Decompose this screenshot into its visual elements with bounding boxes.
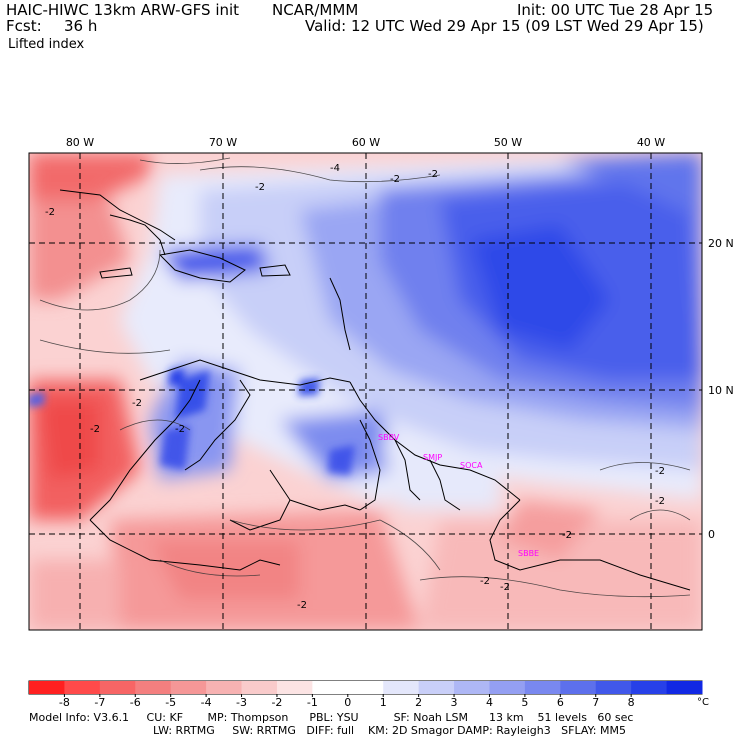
colorbar-cell (241, 681, 278, 694)
colorbar-tick-label: 2 (415, 696, 422, 709)
contour-label: -2 (428, 169, 438, 180)
field-name: Lifted index (8, 37, 85, 52)
lon-label-50w: 50 W (494, 136, 522, 149)
colorbar-tick-label: 8 (628, 696, 635, 709)
colorbar-tick-label: -5 (165, 696, 176, 709)
colorbar-labels: -8 -7 -6 -5 -4 -3 -2 -1 0 1 2 3 4 5 6 7 8 (59, 694, 635, 709)
contour-label: -2 (255, 182, 265, 193)
grid-lines (29, 153, 702, 630)
colorbar-cell (170, 681, 207, 694)
map-title: HAIC-HIWC 13km ARW-GFS init (6, 1, 240, 19)
lon-label-80w: 80 W (66, 136, 94, 149)
station-label: SBBE (518, 549, 539, 558)
colorbar-cell (64, 681, 101, 694)
colorbar-cell (631, 681, 668, 694)
colorbar-cell (99, 681, 136, 694)
colorbar-cell (560, 681, 597, 694)
lon-label-40w: 40 W (637, 136, 665, 149)
colorbar-cell (135, 681, 172, 694)
contour-label: -2 (562, 530, 572, 541)
lat-label-10n: 10 N (708, 384, 734, 397)
station-label: SBBV (378, 433, 400, 442)
colorbar-tick-label: -1 (307, 696, 318, 709)
contour-label: -2 (500, 582, 510, 593)
colorbar-cell (29, 681, 65, 694)
colorbar-cell (383, 681, 420, 694)
lat-label-0: 0 (708, 528, 715, 541)
model-info-line-2: LW: RRTMG SW: RRTMG DIFF: full KM: 2D Sm… (153, 724, 626, 737)
contour-label: -2 (175, 424, 185, 435)
contour-label: -4 (330, 163, 340, 174)
colorbar-tick-label: 5 (521, 696, 528, 709)
colorbar-cell (418, 681, 455, 694)
contour-label: -2 (390, 174, 400, 185)
colorbar-tick-label: 4 (486, 696, 493, 709)
lat-label-20n: 20 N (708, 237, 734, 250)
contour-lines (39, 157, 691, 598)
contour-label: -2 (45, 207, 55, 218)
colorbar-cells (29, 681, 703, 694)
contour-label: -2 (655, 496, 665, 507)
coastlines (59, 189, 691, 591)
contour-label: -2 (480, 576, 490, 587)
colorbar-tick-label: -8 (59, 696, 70, 709)
colorbar-cell (666, 681, 703, 694)
station-label: SMJP (423, 453, 442, 462)
lon-label-70w: 70 W (209, 136, 237, 149)
init-time: Init: 00 UTC Tue 28 Apr 15 (517, 1, 714, 19)
station-label: SOCA (460, 461, 483, 470)
contour-label: -2 (132, 398, 142, 409)
contour-label: -2 (297, 600, 307, 611)
station-markers: SBBV SMJP SOCA SBBE (378, 433, 539, 558)
contour-label: -2 (90, 424, 100, 435)
lifted-index-field (29, 153, 702, 630)
contour-label: -2 (655, 466, 665, 477)
colorbar-tick-label: -6 (130, 696, 141, 709)
map-frame (28, 152, 703, 631)
colorbar-tick-label: -3 (236, 696, 247, 709)
colorbar-tick-label: 6 (557, 696, 564, 709)
colorbar-cell (454, 681, 490, 694)
model-info-line-1: Model Info: V3.6.1 CU: KF MP: Thompson P… (29, 711, 634, 724)
colorbar-cell (489, 681, 526, 694)
colorbar-tick-label: -4 (201, 696, 212, 709)
map-organization: NCAR/MMM (272, 1, 359, 19)
colorbar (28, 680, 703, 695)
colorbar-cell (276, 681, 313, 694)
forecast-hour: 36 h (64, 17, 98, 35)
colorbar-cell (347, 681, 384, 694)
colorbar-tick-label: -7 (94, 696, 105, 709)
colorbar-cell (312, 681, 349, 694)
colorbar-tick-label: -2 (271, 696, 282, 709)
contour-value-labels: -2 -2 -2 -4 -2 -2 -2 -2 -2 -2 -2 -2 -2 -… (45, 163, 665, 611)
colorbar-cell (595, 681, 632, 694)
colorbar-unit: °C (697, 697, 709, 708)
colorbar-tick-label: 1 (380, 696, 387, 709)
colorbar-cell (206, 681, 243, 694)
valid-time: Valid: 12 UTC Wed 29 Apr 15 (09 LST Wed … (305, 17, 704, 35)
colorbar-tick-label: 7 (592, 696, 599, 709)
colorbar-cell (524, 681, 561, 694)
colorbar-tick-label: 0 (344, 696, 351, 709)
colorbar-tick-label: 3 (451, 696, 458, 709)
lon-label-60w: 60 W (352, 136, 380, 149)
forecast-label: Fcst: (6, 17, 42, 35)
